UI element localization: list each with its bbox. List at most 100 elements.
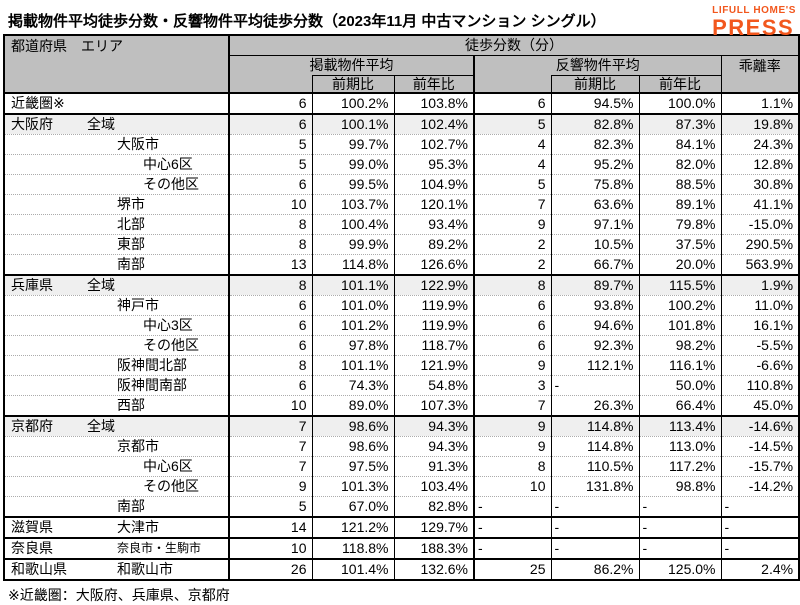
gap-rate-cell: - — [720, 516, 800, 538]
listed-avg-cell: 6 — [228, 174, 313, 195]
footnote: ※近畿圏：大阪府、兵庫県、京都府 — [8, 587, 230, 603]
listed-avg-cell: 14 — [228, 516, 313, 538]
listed-yoy-cell: 126.6% — [393, 254, 475, 275]
table-row: 阪神間南部 6 74.3% 54.8% 3-50.0% 110.8% — [3, 375, 800, 396]
resp-avg-cell: 5 — [473, 113, 552, 135]
row-label: 阪神間北部 — [3, 355, 230, 376]
gap-rate-cell: -15.7% — [720, 456, 800, 477]
area-label: 大阪市 — [117, 136, 159, 152]
table-row: 中心3区 6 101.2% 119.9% 6 94.6% 101.8% 16.1% — [3, 315, 800, 336]
listed-qoq-cell: 101.1% — [311, 355, 395, 376]
table-row: 中心6区 7 97.5% 91.3% 8 110.5% 117.2% -15.7% — [3, 456, 800, 477]
resp-qoq-cell: 75.8% — [550, 174, 640, 195]
resp-avg-cell: 6 — [473, 295, 552, 316]
gap-rate-cell: 45.0% — [720, 395, 800, 416]
resp-yoy-cell: 113.4% — [638, 415, 722, 437]
resp-qoq-cell: 92.3% — [550, 335, 640, 356]
listed-yoy-cell: 104.9% — [393, 174, 475, 195]
resp-qoq-cell: - — [550, 496, 640, 517]
resp-qoq-cell: 94.6% — [550, 315, 640, 336]
row-label: 大阪市 — [3, 134, 230, 155]
gap-rate-cell: -5.5% — [720, 335, 800, 356]
row-label: その他区 — [3, 476, 230, 497]
listed-avg-cell: 6 — [228, 113, 313, 135]
listed-qoq-cell: 101.3% — [311, 476, 395, 497]
prefecture-label: 京都府 — [11, 418, 53, 434]
row-label: 北部 — [3, 214, 230, 235]
resp-yoy-cell: 89.1% — [638, 194, 722, 215]
area-label: 和歌山市 — [117, 561, 173, 577]
row-label: 南部 — [3, 254, 230, 275]
listed-yoy-cell: 107.3% — [393, 395, 475, 416]
row-label: 中心6区 — [3, 154, 230, 175]
gap-rate-cell: 110.8% — [720, 375, 800, 396]
listed-yoy-cell: 122.9% — [393, 274, 475, 296]
gap-rate-cell: 30.8% — [720, 174, 800, 195]
listed-qoq-cell: 121.2% — [311, 516, 395, 538]
resp-avg-cell: 9 — [473, 415, 552, 437]
resp-avg-cell: 6 — [473, 335, 552, 356]
area-label: 西部 — [117, 397, 145, 413]
row-label: 堺市 — [3, 194, 230, 215]
prefecture-label: 近畿圏※ — [11, 95, 65, 111]
resp-avg-cell: 6 — [473, 92, 552, 114]
resp-avg-cell: 9 — [473, 214, 552, 235]
resp-avg-cell: 10 — [473, 476, 552, 497]
resp-avg-cell: 8 — [473, 456, 552, 477]
row-label: 京都府 全域 — [3, 415, 230, 437]
listed-avg-cell: 7 — [228, 456, 313, 477]
area-label: 全域 — [87, 277, 115, 293]
listed-avg-cell: 26 — [228, 558, 313, 580]
resp-qoq-cell: 10.5% — [550, 234, 640, 255]
table-row: 中心6区 5 99.0% 95.3% 4 95.2% 82.0% 12.8% — [3, 154, 800, 175]
row-label: 中心6区 — [3, 456, 230, 477]
header-row-3: 前期比 前年比 前期比 前年比 — [4, 74, 799, 94]
listed-avg-cell: 6 — [228, 295, 313, 316]
row-label: 京都市 — [3, 436, 230, 457]
row-label: 大阪府 全域 — [3, 113, 230, 135]
resp-yoy-cell: 79.8% — [638, 214, 722, 235]
gap-rate-cell: 11.0% — [720, 295, 800, 316]
gap-rate-cell: - — [720, 496, 800, 517]
resp-qoq-cell: 63.6% — [550, 194, 640, 215]
resp-yoy-cell: 115.5% — [638, 274, 722, 296]
listed-qoq-cell: 118.8% — [311, 537, 395, 559]
resp-avg-cell: - — [473, 537, 552, 559]
area-label: 阪神間北部 — [117, 357, 187, 373]
row-label: 滋賀県 大津市 — [3, 516, 230, 538]
table-row: 北部 8 100.4% 93.4% 9 97.1% 79.8% -15.0% — [3, 214, 800, 235]
area-label: 堺市 — [117, 196, 145, 212]
resp-avg-cell: 7 — [473, 395, 552, 416]
area-label: 中心6区 — [143, 458, 193, 474]
resp-qoq-cell: 93.8% — [550, 295, 640, 316]
gap-rate-cell: 290.5% — [720, 234, 800, 255]
resp-yoy-cell: 84.1% — [638, 134, 722, 155]
resp-avg-cell: 2 — [473, 234, 552, 255]
listed-qoq-cell: 103.7% — [311, 194, 395, 215]
listed-qoq-cell: 99.0% — [311, 154, 395, 175]
table-row: 滋賀県 大津市 14 121.2% 129.7% - - - - — [3, 516, 800, 538]
resp-qoq-cell: - — [550, 537, 640, 559]
resp-qoq-cell: - — [550, 375, 640, 396]
area-label: 南部 — [117, 498, 145, 514]
resp-qoq-cell: 82.8% — [550, 113, 640, 135]
gap-rate-cell: 1.1% — [720, 92, 800, 114]
column-header-listed-value — [228, 75, 313, 94]
prefecture-label: 和歌山県 — [11, 561, 67, 577]
area-label: 中心6区 — [143, 156, 193, 172]
gap-rate-cell: 12.8% — [720, 154, 800, 175]
listed-yoy-cell: 119.9% — [393, 295, 475, 316]
column-header-listed-qoq: 前期比 — [311, 74, 395, 94]
area-label: 神戸市 — [117, 297, 159, 313]
listed-qoq-cell: 97.5% — [311, 456, 395, 477]
resp-avg-cell: 4 — [473, 154, 552, 175]
listed-qoq-cell: 101.0% — [311, 295, 395, 316]
table-row: 西部 10 89.0% 107.3% 7 26.3% 66.4% 45.0% — [3, 395, 800, 416]
table-row: 神戸市 6 101.0% 119.9% 6 93.8% 100.2% 11.0% — [3, 295, 800, 316]
listed-avg-cell: 10 — [228, 537, 313, 559]
area-label: 東部 — [117, 236, 145, 252]
resp-avg-cell: 25 — [473, 558, 552, 580]
listed-avg-cell: 6 — [228, 335, 313, 356]
area-label: 中心3区 — [143, 317, 193, 333]
table-row: 奈良県 奈良市・生駒市 10 118.8% 188.3% - - - - — [3, 537, 800, 559]
